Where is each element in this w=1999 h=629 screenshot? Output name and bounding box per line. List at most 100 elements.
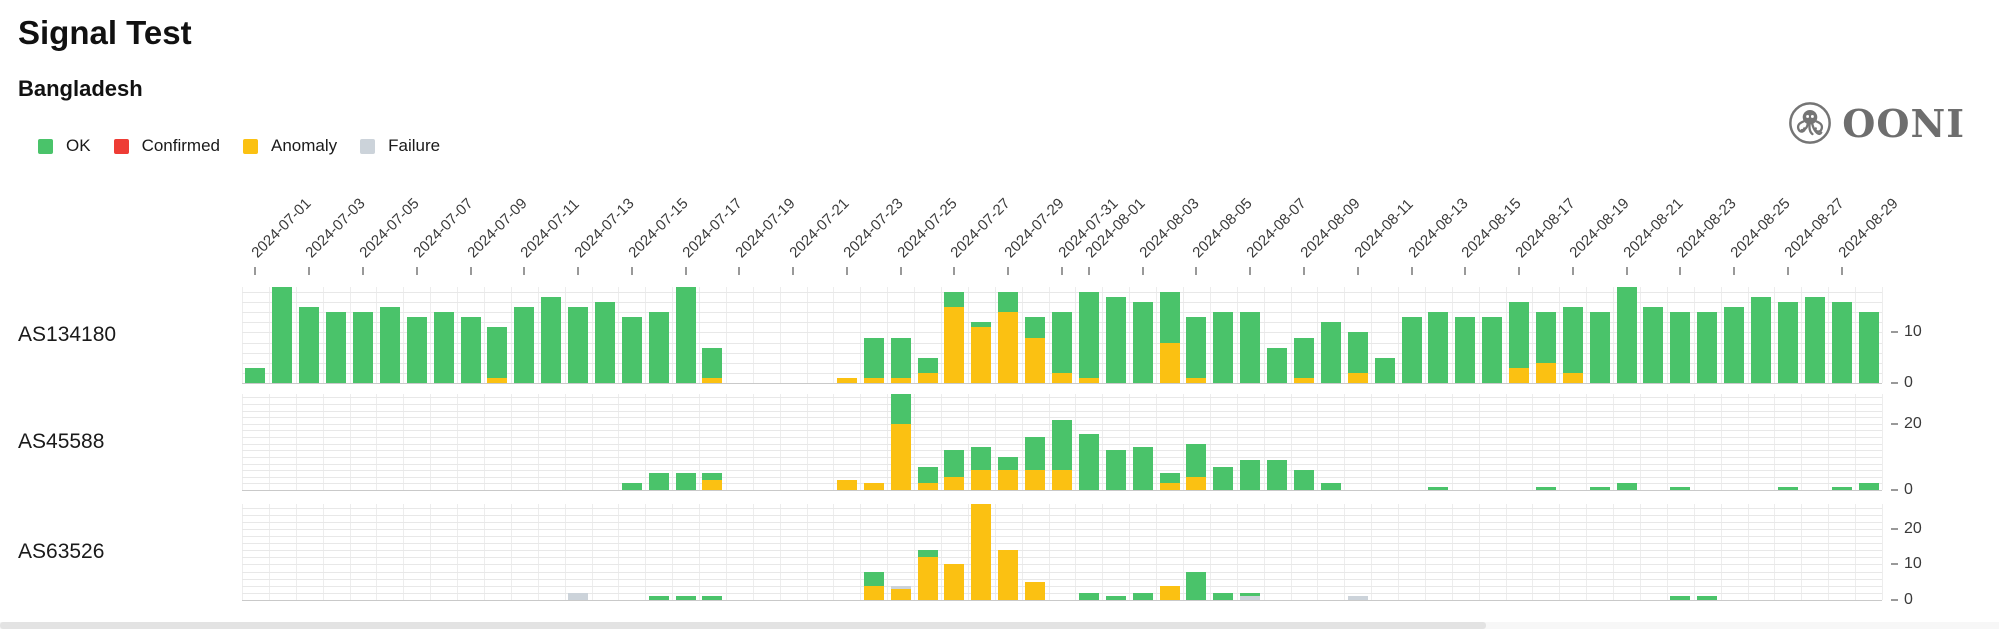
- bar-ok[interactable]: [1858, 483, 1879, 490]
- bar-ok[interactable]: [890, 337, 911, 378]
- bar-ok[interactable]: [1025, 437, 1046, 471]
- bar-ok[interactable]: [1347, 332, 1368, 373]
- bar-ok[interactable]: [568, 307, 589, 383]
- bar-failure[interactable]: [890, 585, 911, 590]
- bar-ok[interactable]: [1428, 312, 1449, 383]
- bar-ok[interactable]: [1293, 470, 1314, 490]
- bar-ok[interactable]: [675, 473, 696, 490]
- bar-anomaly[interactable]: [1025, 337, 1046, 383]
- bar-ok[interactable]: [1159, 292, 1180, 343]
- bar-anomaly[interactable]: [863, 483, 884, 490]
- bar-ok[interactable]: [1589, 312, 1610, 383]
- bar-ok[interactable]: [890, 394, 911, 424]
- bar-ok[interactable]: [514, 307, 535, 383]
- bar-ok[interactable]: [299, 307, 320, 383]
- bar-ok[interactable]: [1267, 460, 1288, 490]
- bar-anomaly[interactable]: [1186, 476, 1207, 490]
- bar-ok[interactable]: [1589, 486, 1610, 490]
- bar-ok[interactable]: [971, 322, 992, 328]
- bar-ok[interactable]: [1401, 317, 1422, 383]
- bar-ok[interactable]: [487, 327, 508, 378]
- bar-ok[interactable]: [1831, 302, 1852, 383]
- bar-ok[interactable]: [1616, 287, 1637, 383]
- bar-ok[interactable]: [1132, 592, 1153, 600]
- bar-failure[interactable]: [1240, 596, 1261, 600]
- bar-anomaly[interactable]: [1535, 362, 1556, 383]
- bar-ok[interactable]: [1616, 483, 1637, 490]
- bar-ok[interactable]: [998, 456, 1019, 471]
- bar-ok[interactable]: [675, 287, 696, 383]
- bar-ok[interactable]: [460, 317, 481, 383]
- bar-ok[interactable]: [621, 483, 642, 490]
- bar-ok[interactable]: [1213, 312, 1234, 383]
- bar-anomaly[interactable]: [998, 470, 1019, 490]
- bar-anomaly[interactable]: [944, 564, 965, 600]
- bar-ok[interactable]: [245, 367, 266, 383]
- bar-ok[interactable]: [1670, 596, 1691, 600]
- bar-ok[interactable]: [863, 571, 884, 586]
- bar-anomaly[interactable]: [836, 480, 857, 490]
- bar-ok[interactable]: [1777, 486, 1798, 490]
- bar-ok[interactable]: [1777, 302, 1798, 383]
- bar-ok[interactable]: [1159, 473, 1180, 484]
- bar-ok[interactable]: [675, 596, 696, 600]
- bar-ok[interactable]: [917, 550, 938, 558]
- bar-ok[interactable]: [1186, 317, 1207, 378]
- bar-ok[interactable]: [1186, 571, 1207, 600]
- bar-anomaly[interactable]: [1562, 372, 1583, 383]
- bar-anomaly[interactable]: [1159, 585, 1180, 600]
- bar-failure[interactable]: [1347, 596, 1368, 600]
- bar-anomaly[interactable]: [917, 372, 938, 383]
- bar-ok[interactable]: [1240, 592, 1261, 597]
- bar-ok[interactable]: [433, 312, 454, 383]
- bar-ok[interactable]: [1697, 596, 1718, 600]
- bar-ok[interactable]: [1858, 312, 1879, 383]
- bar-anomaly[interactable]: [944, 307, 965, 383]
- bar-ok[interactable]: [863, 337, 884, 378]
- bar-ok[interactable]: [998, 292, 1019, 313]
- bar-ok[interactable]: [1078, 292, 1099, 378]
- bar-ok[interactable]: [1078, 592, 1099, 600]
- bar-anomaly[interactable]: [702, 480, 723, 490]
- bar-ok[interactable]: [1428, 486, 1449, 490]
- bar-ok[interactable]: [1320, 322, 1341, 383]
- bar-anomaly[interactable]: [1509, 367, 1530, 383]
- bar-ok[interactable]: [1267, 347, 1288, 383]
- bar-anomaly[interactable]: [917, 483, 938, 490]
- bar-ok[interactable]: [1213, 466, 1234, 490]
- bar-ok[interactable]: [648, 596, 669, 600]
- bar-anomaly[interactable]: [971, 504, 992, 600]
- bar-ok[interactable]: [1831, 486, 1852, 490]
- bar-ok[interactable]: [917, 357, 938, 373]
- bar-ok[interactable]: [702, 347, 723, 378]
- bar-ok[interactable]: [702, 473, 723, 481]
- bar-failure[interactable]: [568, 592, 589, 600]
- bar-ok[interactable]: [648, 473, 669, 490]
- bar-ok[interactable]: [1509, 302, 1530, 368]
- bar-anomaly[interactable]: [971, 470, 992, 490]
- bar-ok[interactable]: [944, 292, 965, 308]
- bar-anomaly[interactable]: [1052, 470, 1072, 490]
- bar-ok[interactable]: [379, 307, 400, 383]
- bar-anomaly[interactable]: [890, 589, 911, 600]
- bar-anomaly[interactable]: [917, 557, 938, 600]
- horizontal-scrollbar-track[interactable]: [0, 622, 1999, 629]
- bar-ok[interactable]: [944, 450, 965, 477]
- bar-ok[interactable]: [1482, 317, 1503, 383]
- bar-anomaly[interactable]: [1025, 470, 1046, 490]
- bar-ok[interactable]: [1105, 596, 1126, 600]
- bar-anomaly[interactable]: [1293, 377, 1314, 383]
- bar-ok[interactable]: [1697, 312, 1718, 383]
- bar-ok[interactable]: [541, 297, 562, 383]
- bar-ok[interactable]: [1455, 317, 1476, 383]
- bar-ok[interactable]: [1670, 486, 1691, 490]
- horizontal-scrollbar-thumb[interactable]: [0, 622, 1486, 629]
- bar-ok[interactable]: [1374, 357, 1395, 383]
- bar-ok[interactable]: [1535, 486, 1556, 490]
- bar-anomaly[interactable]: [1159, 483, 1180, 490]
- bar-ok[interactable]: [406, 317, 427, 383]
- bar-ok[interactable]: [1213, 592, 1234, 600]
- bar-ok[interactable]: [621, 317, 642, 383]
- bar-ok[interactable]: [1320, 483, 1341, 490]
- bar-ok[interactable]: [1562, 307, 1583, 373]
